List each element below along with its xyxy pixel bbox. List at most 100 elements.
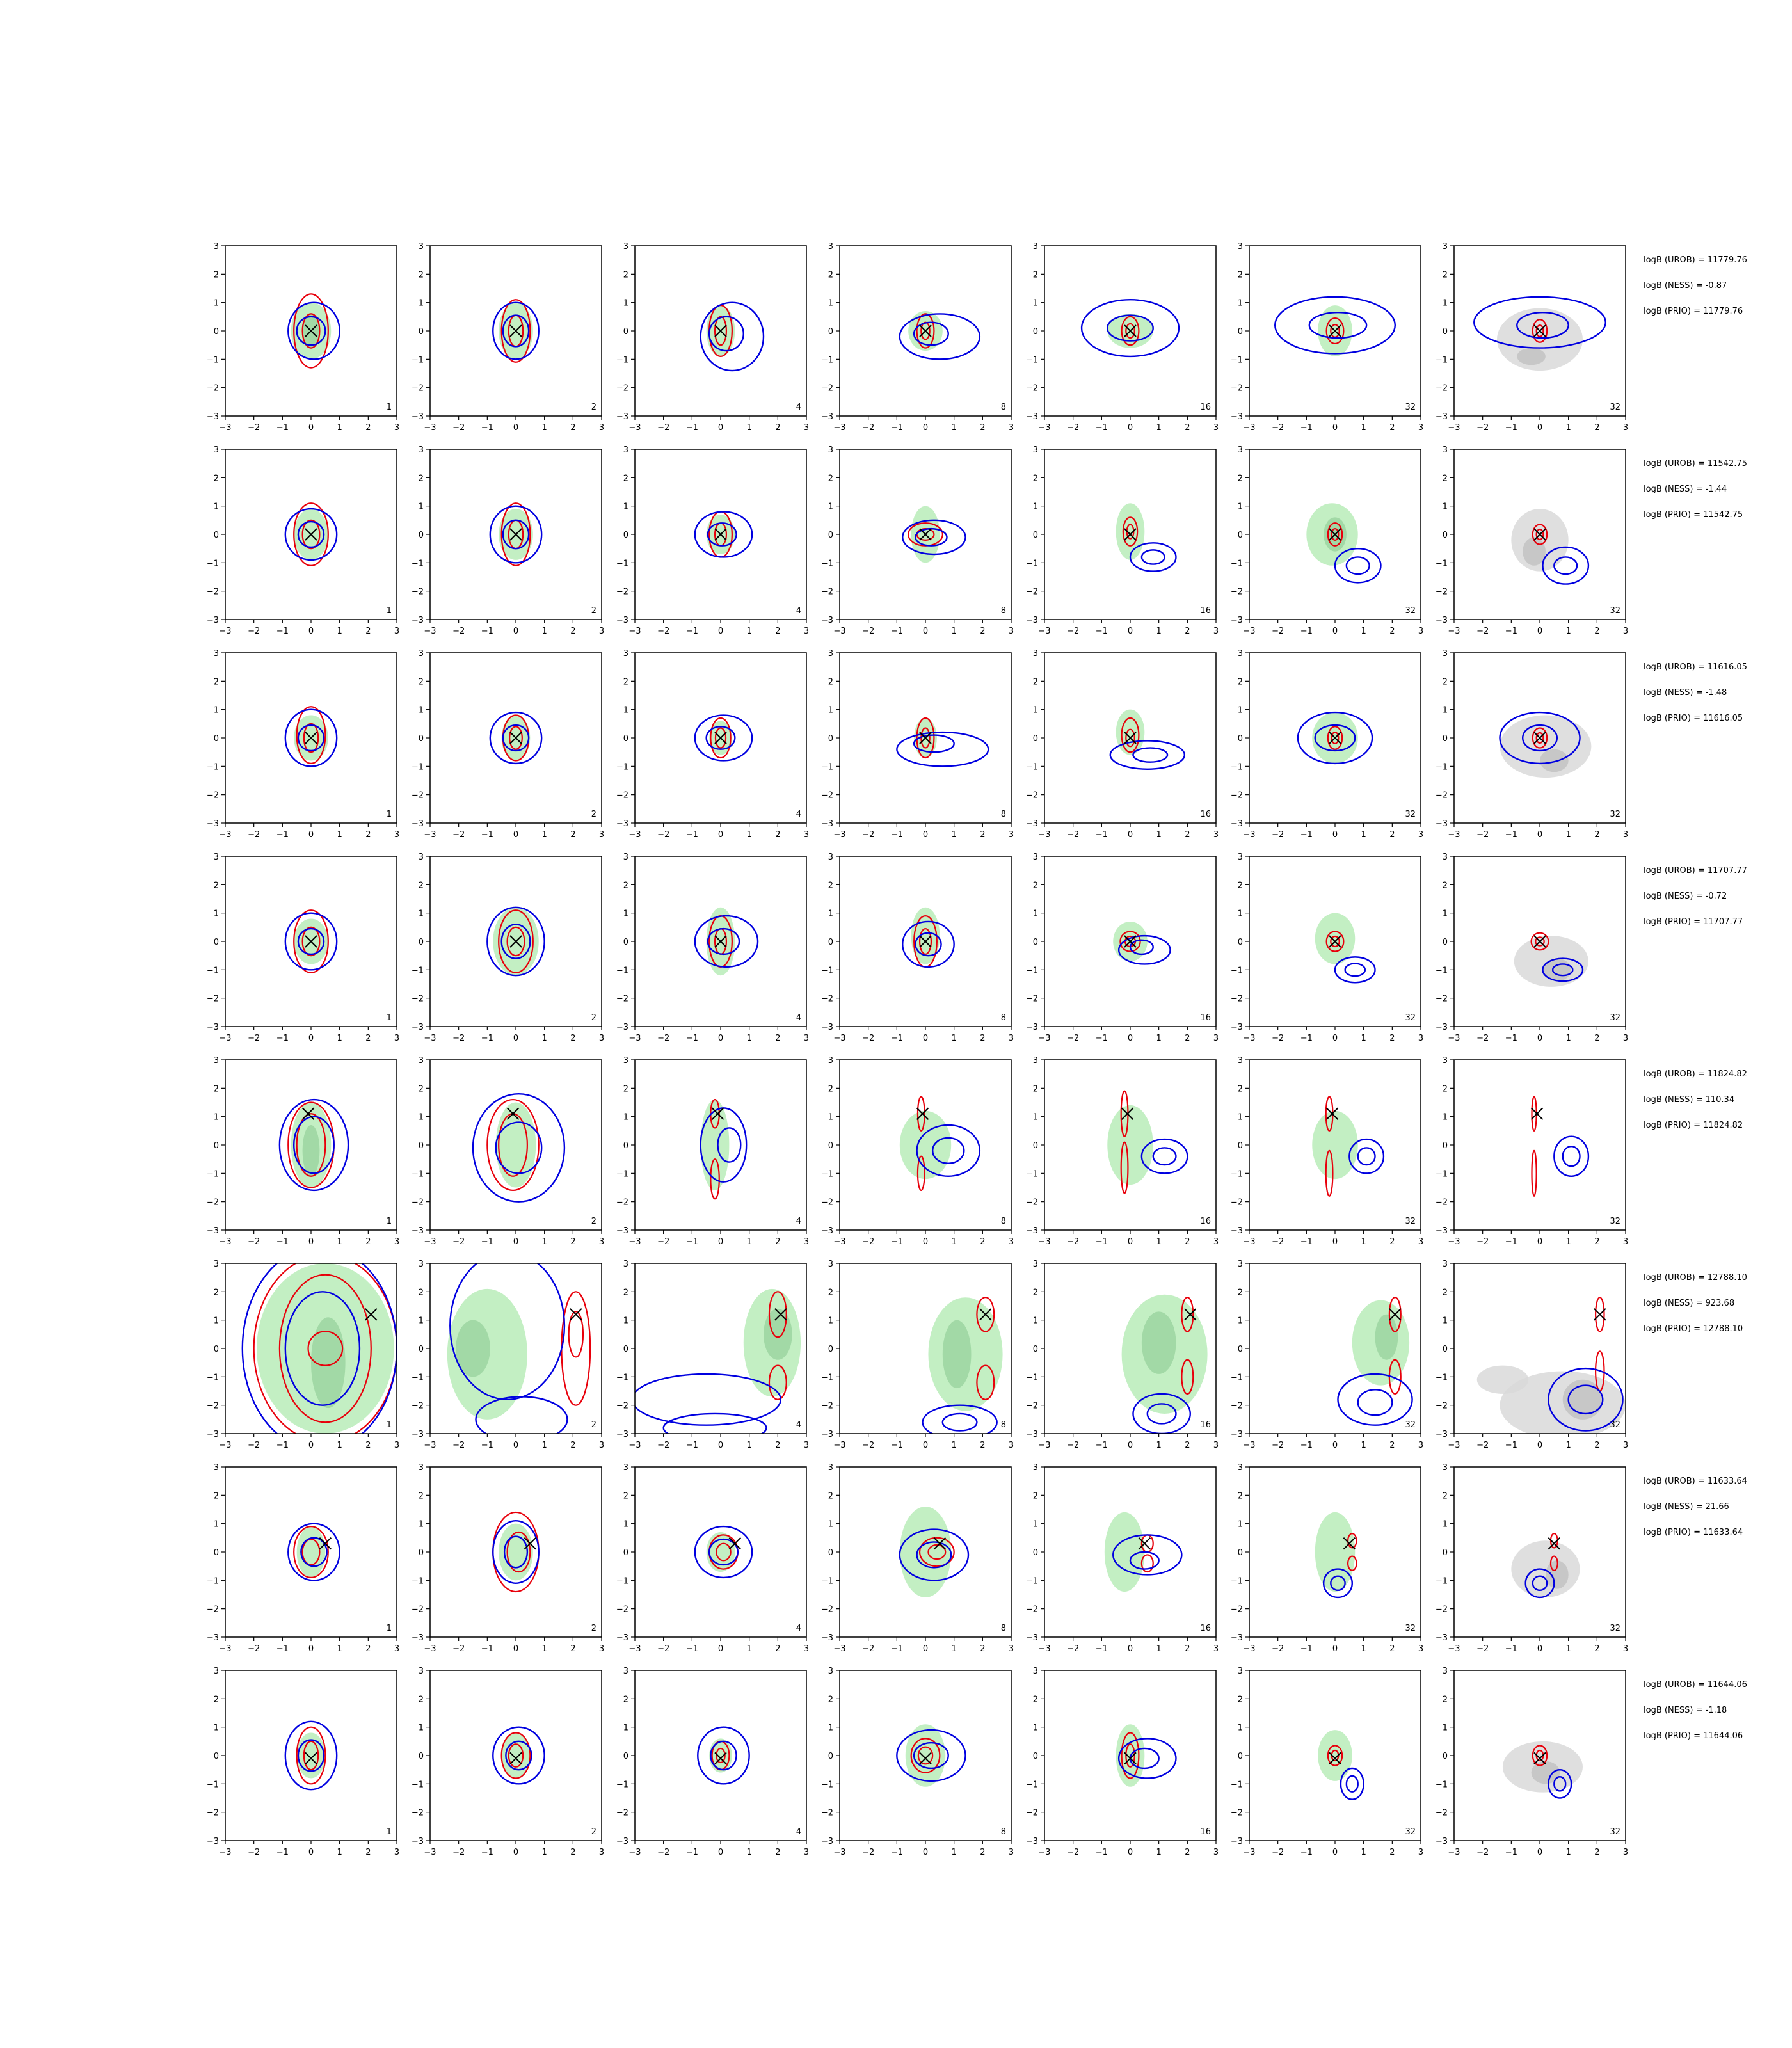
y-tick-label: −3 xyxy=(412,616,424,625)
panel-r7-c7: −3−3 −2 −2 −1 −1 0 0 1 1 2 2 3 3 32 xyxy=(1436,1463,1628,1654)
y-tick-label: 0 xyxy=(1238,1548,1243,1558)
y-tick-label: −1 xyxy=(1026,355,1038,365)
y-tick-label: 2 xyxy=(828,1084,833,1094)
blue-contour xyxy=(1345,1775,1359,1793)
panel-corner-label: 32 xyxy=(1610,1217,1620,1226)
y-tick-label: 1 xyxy=(419,502,424,512)
y-tick-label: −2 xyxy=(1436,791,1448,801)
x-tick-label: 1 xyxy=(1156,1034,1162,1043)
blue-contour xyxy=(1274,296,1396,355)
row-annotation-6: logB (UROB) = 12788.10 logB (NESS) = 923.… xyxy=(1644,1273,1747,1334)
y-tick-label: −2 xyxy=(1231,1605,1243,1615)
x-tick-label: −3 xyxy=(833,1848,845,1857)
x-tick-label: −2 xyxy=(452,423,465,433)
x-tick-label: −3 xyxy=(1038,423,1050,433)
blue-contour xyxy=(284,508,338,561)
true-value-marker xyxy=(509,935,522,948)
red-contour xyxy=(1531,1149,1537,1197)
y-tick-label: 2 xyxy=(623,474,628,483)
y-tick-label: 1 xyxy=(828,299,833,308)
y-tick-label: 0 xyxy=(1443,1548,1448,1558)
x-tick-label: −3 xyxy=(424,1034,436,1043)
x-tick-label: −1 xyxy=(481,423,493,433)
x-tick-label: 2 xyxy=(980,1848,985,1857)
y-tick-label: −3 xyxy=(207,1430,219,1439)
y-tick-label: 3 xyxy=(1443,445,1448,455)
red-contour xyxy=(301,1538,321,1566)
y-tick-label: 2 xyxy=(1443,1695,1448,1704)
x-tick-label: 2 xyxy=(365,1644,371,1654)
y-tick-label: −1 xyxy=(1026,559,1038,568)
x-tick-label: 0 xyxy=(923,1441,928,1450)
x-tick-label: 0 xyxy=(308,1441,314,1450)
x-tick-label: 3 xyxy=(394,1034,399,1043)
x-tick-label: −3 xyxy=(1038,830,1050,840)
x-tick-label: −2 xyxy=(248,830,260,840)
y-tick-label: −3 xyxy=(412,1023,424,1032)
blue-contour xyxy=(1357,1147,1376,1166)
y-tick-label: 3 xyxy=(419,852,424,862)
x-tick-label: 0 xyxy=(513,423,518,433)
red-contour xyxy=(768,1291,787,1338)
red-contour xyxy=(1388,1359,1402,1395)
y-tick-label: 3 xyxy=(1238,242,1243,252)
blue-contour xyxy=(284,1291,361,1406)
y-tick-label: 0 xyxy=(419,531,424,540)
true-value-marker xyxy=(305,324,317,337)
x-tick-label: 3 xyxy=(804,1441,809,1450)
x-tick-label: −2 xyxy=(1272,1441,1284,1450)
true-value-marker xyxy=(305,528,317,541)
panel-r7-c6: −3−3 −2 −2 −1 −1 0 0 1 1 2 2 3 3 32 xyxy=(1231,1463,1423,1654)
y-tick-label: 1 xyxy=(214,1520,219,1530)
panel-r6-c6: −3−3 −2 −2 −1 −1 0 0 1 1 2 2 3 3 32 xyxy=(1231,1260,1423,1450)
x-tick-label: 3 xyxy=(599,627,604,636)
x-tick-label: −1 xyxy=(276,1237,289,1247)
y-tick-label: −2 xyxy=(207,995,219,1004)
y-tick-label: 0 xyxy=(1238,327,1243,337)
red-contour xyxy=(498,909,534,973)
blue-contour xyxy=(922,1404,998,1434)
y-tick-label: 0 xyxy=(1238,531,1243,540)
blue-contour xyxy=(710,1740,737,1771)
x-tick-label: 1 xyxy=(1361,830,1366,840)
x-tick-label: 3 xyxy=(394,1441,399,1450)
x-tick-label: 0 xyxy=(1537,1034,1542,1043)
panel-corner-label: 8 xyxy=(1001,1827,1006,1837)
x-tick-label: −3 xyxy=(833,627,845,636)
y-tick-label: 3 xyxy=(214,1260,219,1269)
y-tick-label: −1 xyxy=(1026,1169,1038,1179)
y-tick-label: −3 xyxy=(821,412,833,422)
blue-contour xyxy=(899,313,981,360)
y-tick-label: 0 xyxy=(1443,1345,1448,1354)
y-tick-label: 1 xyxy=(1238,1520,1243,1530)
true-value-marker xyxy=(1533,324,1546,337)
blue-contour xyxy=(1551,963,1574,977)
blue-contour xyxy=(1140,1138,1188,1174)
y-tick-label: −3 xyxy=(1231,1837,1243,1846)
y-tick-label: −3 xyxy=(412,819,424,829)
y-tick-label: −1 xyxy=(1231,966,1243,975)
x-tick-label: −3 xyxy=(219,830,231,840)
red-contour xyxy=(976,1364,995,1400)
x-tick-label: −2 xyxy=(862,627,874,636)
y-tick-label: −1 xyxy=(1231,1169,1243,1179)
y-tick-label: 1 xyxy=(623,502,628,512)
y-tick-label: 1 xyxy=(1443,1113,1448,1123)
x-tick-label: 3 xyxy=(1418,423,1423,433)
x-tick-label: 1 xyxy=(1361,1034,1366,1043)
y-tick-label: 2 xyxy=(1033,1491,1038,1501)
blue-contour xyxy=(495,1121,543,1174)
x-tick-label: −3 xyxy=(424,627,436,636)
green-density-region xyxy=(1315,913,1356,964)
x-tick-label: −3 xyxy=(424,423,436,433)
y-tick-label: −1 xyxy=(412,355,424,365)
x-tick-label: 3 xyxy=(1623,423,1628,433)
y-tick-label: 2 xyxy=(419,1288,424,1297)
y-tick-label: −3 xyxy=(1026,1837,1038,1846)
red-contour xyxy=(710,717,732,759)
x-tick-label: −2 xyxy=(862,1644,874,1654)
y-tick-label: −2 xyxy=(616,995,628,1004)
blue-contour xyxy=(502,519,530,550)
y-tick-label: 0 xyxy=(214,327,219,337)
true-value-marker xyxy=(509,732,522,744)
